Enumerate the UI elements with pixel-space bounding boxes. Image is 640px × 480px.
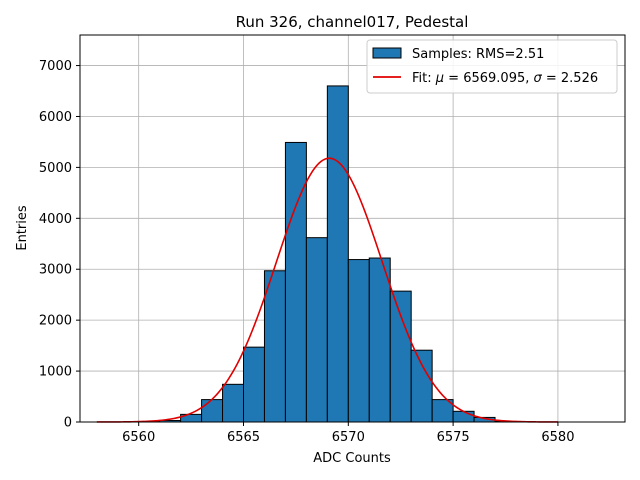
y-tick-label-3000: 3000 [39,263,72,278]
plot-frame [79,34,626,423]
histogram-bar-6563 [201,399,224,423]
histogram-bar-6573 [410,349,433,423]
legend-box [366,39,618,94]
fit-curve-group [96,157,558,423]
histogram-bar-6568 [305,237,328,423]
histogram-bar-6569 [326,85,349,423]
histogram-bar-6572 [389,290,412,423]
legend-label-fit: Fit: μ = 6569.095, σ = 2.526 [412,71,598,86]
x-tick-label-6560: 6560 [122,430,155,445]
x-tick-label-6580: 6580 [541,430,574,445]
histogram-bar-6564 [222,383,245,423]
histogram-bar-6575 [452,410,475,423]
chart-title: Run 326, channel017, Pedestal [236,13,469,31]
x-tick-label-6565: 6565 [227,430,260,445]
histogram-bar-6565 [243,346,265,423]
y-axis-label: Entries [15,205,30,251]
x-axis-ticks: 6560 6565 6570 6575 6580 [122,422,574,445]
y-axis-ticks: 0 1000 2000 3000 4000 5000 6000 7000 [39,59,80,431]
x-tick-label-6570: 6570 [332,430,365,445]
y-tick-label-2000: 2000 [39,314,72,329]
legend-swatch-samples [372,47,402,59]
y-tick-label-4000: 4000 [39,212,72,227]
fit-curve [96,157,558,423]
histogram-bar-6567 [284,141,307,423]
x-tick-label-6575: 6575 [437,430,470,445]
y-tick-label-6000: 6000 [39,110,72,125]
y-tick-label-0: 0 [64,416,72,431]
histogram-bar-6566 [263,270,286,423]
y-tick-label-7000: 7000 [39,59,72,74]
y-tick-label-1000: 1000 [39,365,72,380]
legend-label-samples: Samples: RMS=2.51 [412,47,544,62]
histogram-bar-6571 [368,257,391,423]
x-axis-label: ADC Counts [313,451,391,466]
legend: Samples: RMS=2.51 Fit: μ = 6569.095, σ =… [366,39,618,94]
histogram-bar-6570 [347,259,370,423]
y-tick-label-5000: 5000 [39,161,72,176]
